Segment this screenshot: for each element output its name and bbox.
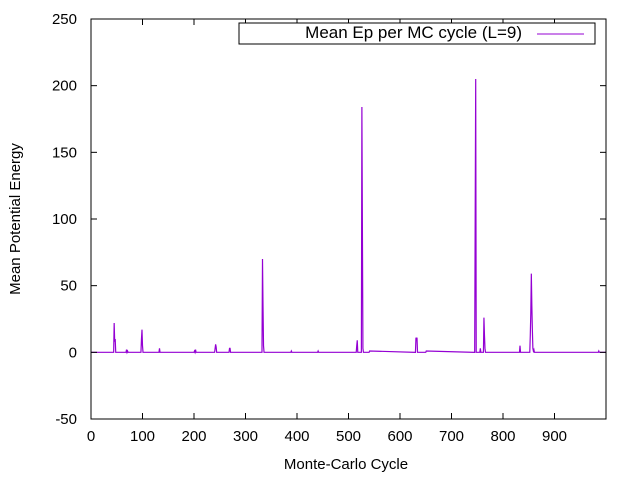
- y-tick-label: 250: [52, 11, 77, 28]
- x-tick-label: 600: [387, 428, 412, 445]
- series-line: [91, 78, 606, 355]
- x-tick-label: 300: [233, 428, 258, 445]
- y-tick-label: 0: [69, 344, 77, 361]
- y-tick-label: 150: [52, 144, 77, 161]
- x-tick-label: 900: [542, 428, 567, 445]
- x-tick-label: 800: [490, 428, 515, 445]
- axis-ticks: [90, 18, 606, 420]
- x-tick-label: 400: [284, 428, 309, 445]
- y-tick-label: 200: [52, 78, 77, 95]
- x-tick-label: 200: [181, 428, 206, 445]
- legend: Mean Ep per MC cycle (L=9): [238, 22, 596, 45]
- y-tick-label: 50: [60, 278, 77, 295]
- y-tick-label: -50: [55, 411, 77, 428]
- x-tick-label: 700: [439, 428, 464, 445]
- legend-series-label: Mean Ep per MC cycle (L=9): [305, 23, 522, 42]
- x-tick-label: 100: [130, 428, 155, 445]
- legend-box: [238, 22, 596, 45]
- y-axis-title: Mean Potential Energy: [7, 143, 24, 295]
- x-tick-label: 0: [87, 428, 95, 445]
- x-tick-label: 500: [336, 428, 361, 445]
- axis-tick-labels: 0 100 200 300 400 500 600 700 800 900 -50 0 50 100 150…: [52, 11, 567, 445]
- y-tick-label: 100: [52, 211, 77, 228]
- plot-content: [91, 78, 606, 355]
- x-axis-title: Monte-Carlo Cycle: [284, 456, 408, 473]
